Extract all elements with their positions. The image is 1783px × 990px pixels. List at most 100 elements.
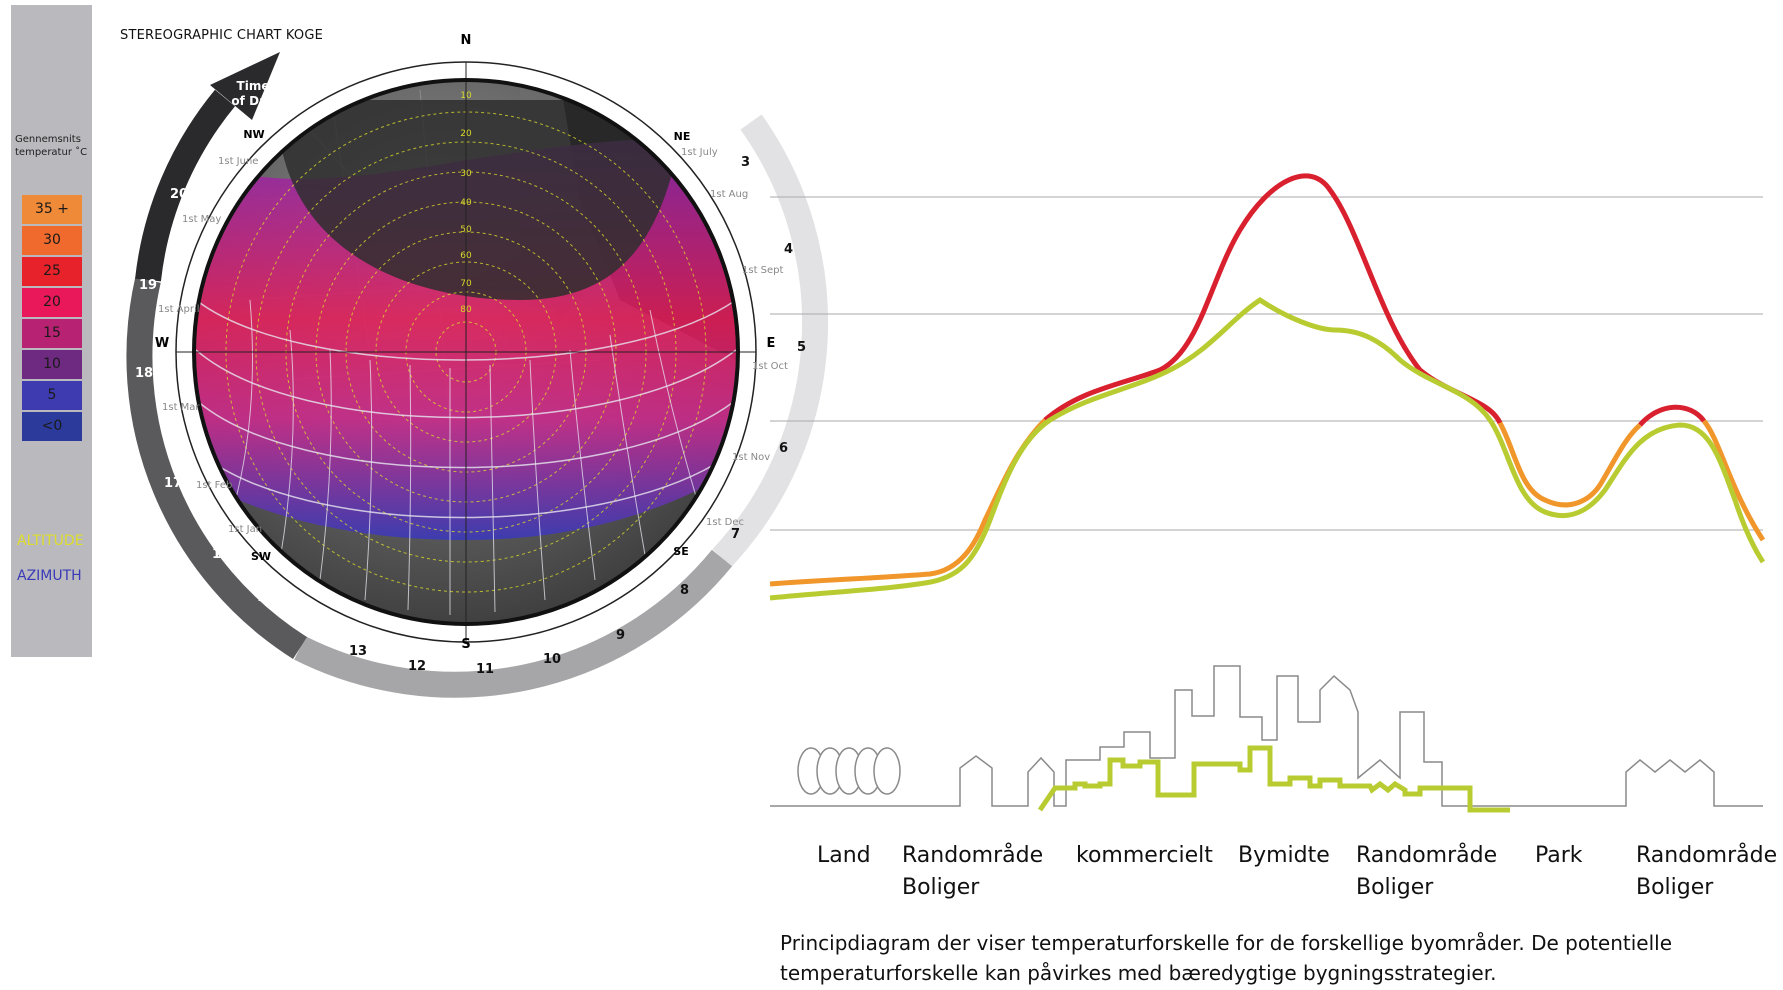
hour-label-3: 3 <box>741 155 750 170</box>
compass-ne: NE <box>674 130 691 143</box>
hour-label-20: 20 <box>170 187 188 202</box>
city-skyline <box>770 665 1763 807</box>
red-curve-right <box>1638 404 1707 427</box>
hour-arc-bottom <box>294 549 733 698</box>
zone-label-kommercielt: kommercielt <box>1076 840 1213 872</box>
legend-title: Gennemsnits temperatur ˚C <box>15 134 88 158</box>
hour-label-19: 19 <box>139 278 157 293</box>
date-curves <box>196 299 736 519</box>
sun-band-inner-cutout <box>280 100 680 300</box>
date-label-aug: 1st Aug <box>710 189 748 200</box>
zone-randomraade-1-line1: Randområde <box>902 843 1044 868</box>
altitude-tick-20: 20 <box>460 129 472 139</box>
date-label-sept: 1st Sept <box>742 265 784 276</box>
zone-label-randomraade-3: Randområde Boliger <box>1636 840 1777 904</box>
legend-azimuth-label: AZIMUTH <box>17 568 82 584</box>
hour-label-11: 11 <box>476 662 494 677</box>
zone-randomraade-2-line2: Boliger <box>1356 875 1434 900</box>
altitude-tick-40: 40 <box>460 198 472 208</box>
hour-arc-left <box>126 277 307 659</box>
zone-randomraade-3-line2: Boliger <box>1636 875 1714 900</box>
green-temperature-curve <box>769 296 1766 601</box>
legend-altitude-label: ALTITUDE <box>17 533 84 549</box>
hour-label-8: 8 <box>680 583 689 598</box>
compass-sw: SW <box>251 550 271 563</box>
date-label-july: 1st July <box>681 147 718 158</box>
hour-label-5: 5 <box>797 340 806 355</box>
altitude-tick-50: 50 <box>460 225 472 235</box>
hour-label-6: 6 <box>779 441 788 456</box>
date-label-april: 1st April <box>158 304 200 315</box>
temperature-legend: Gennemsnits temperatur ˚C 35 + 30 25 20 … <box>11 5 92 657</box>
legend-swatch-15: 15 <box>22 319 82 348</box>
legend-swatch-10: 10 <box>22 350 82 379</box>
time-of-day-label-2: of Day <box>231 94 274 108</box>
hour-label-18: 18 <box>135 366 153 381</box>
trees-icon <box>797 747 901 795</box>
legend-swatch-25: 25 <box>22 257 82 286</box>
date-label-may: 1st May <box>182 214 221 225</box>
hour-label-12: 12 <box>408 659 426 674</box>
altitude-tick-10: 10 <box>460 91 472 101</box>
compass-se: SE <box>673 545 688 558</box>
legend-swatch-5: 5 <box>22 381 82 410</box>
legend-swatch-below-0: <0 <box>22 412 82 441</box>
date-label-jan: 1st Jan <box>228 524 262 535</box>
hour-arc-top-left <box>135 89 236 282</box>
hour-label-16: 16 <box>212 547 230 562</box>
zone-randomraade-2-line1: Randområde <box>1356 843 1498 868</box>
time-of-day-label-1: Time <box>237 79 270 93</box>
zone-randomraade-3-line1: Randområde <box>1636 843 1778 868</box>
stereographic-chart-title: STEREOGRAPHIC CHART KOGE <box>120 28 324 43</box>
orange-curve-right <box>1702 419 1766 542</box>
time-of-day-arrow-icon <box>210 52 280 120</box>
hour-label-14: 14 <box>302 619 320 634</box>
date-labels: 1st June 1st May 1st April 1st Mar 1st F… <box>158 147 788 535</box>
compass-s: S <box>461 637 470 652</box>
hour-label-9: 9 <box>616 628 625 643</box>
hour-label-17: 17 <box>164 476 182 491</box>
compass-n: N <box>461 33 472 48</box>
chart-rim <box>192 78 740 626</box>
compass-w: W <box>155 336 169 351</box>
hour-label-7: 7 <box>731 527 740 542</box>
date-label-oct: 1st Oct <box>752 361 788 372</box>
hour-label-4: 4 <box>784 242 793 257</box>
hour-label-10: 10 <box>543 652 561 667</box>
zone-label-randomraade-1: Randområde Boliger <box>902 840 1043 904</box>
diagram-caption: Principdiagram der viser temperaturforsk… <box>780 931 1673 985</box>
compass-e: E <box>767 336 776 351</box>
date-label-june: 1st June <box>218 156 258 167</box>
orange-curve-middle <box>1497 421 1642 508</box>
zone-label-park: Park <box>1535 840 1583 872</box>
zone-kommercielt-line1: kommercielt <box>1076 843 1213 868</box>
zone-label-land: Land <box>817 840 871 872</box>
altitude-tick-60: 60 <box>460 251 472 261</box>
date-label-dec: 1st Dec <box>706 517 744 528</box>
hour-label-13: 13 <box>349 644 367 659</box>
altitude-tick-80: 80 <box>460 305 472 315</box>
red-temperature-curve <box>1043 173 1503 425</box>
orange-curve-left <box>769 418 1047 587</box>
zone-label-bymidte: Bymidte <box>1238 840 1330 872</box>
date-label-mar: 1st Mar <box>162 402 200 413</box>
legend-swatch-35: 35 + <box>22 195 82 224</box>
zone-randomraade-1-line2: Boliger <box>902 875 980 900</box>
zone-label-randomraade-2: Randområde Boliger <box>1356 840 1497 904</box>
hour-labels: 3 4 5 6 7 8 9 10 11 12 13 14 15 16 17 18… <box>135 155 806 677</box>
hour-arc-right <box>712 114 829 567</box>
zone-park-line1: Park <box>1535 843 1583 868</box>
legend-swatch-20: 20 <box>22 288 82 317</box>
altitude-tick-labels: 10 20 30 40 50 60 70 80 <box>460 91 472 315</box>
hour-label-15: 15 <box>257 590 275 605</box>
zone-bymidte-line1: Bymidte <box>1238 843 1330 868</box>
date-label-feb: 1st Feb <box>196 480 232 491</box>
date-label-nov: 1st Nov <box>732 452 770 463</box>
altitude-tick-70: 70 <box>460 279 472 289</box>
compass-nw: NW <box>243 128 264 141</box>
legend-swatch-30: 30 <box>22 226 82 255</box>
altitude-tick-30: 30 <box>460 169 472 179</box>
zone-land-line1: Land <box>817 843 871 868</box>
green-roof-line <box>1037 745 1510 813</box>
